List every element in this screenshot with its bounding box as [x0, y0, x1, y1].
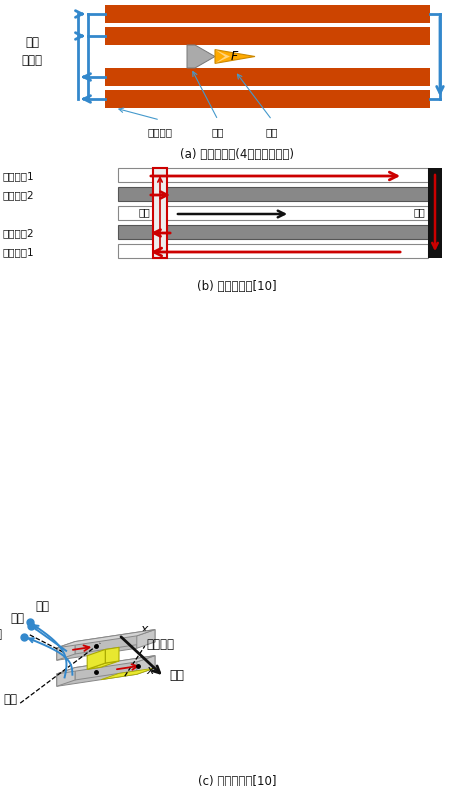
Bar: [105, 5, 430, 23]
Polygon shape: [57, 667, 75, 686]
Text: 弹丸: 弹丸: [266, 127, 278, 137]
Polygon shape: [75, 656, 155, 680]
Bar: [428, 168, 442, 258]
Polygon shape: [57, 641, 75, 660]
Text: 电枢: 电枢: [3, 693, 17, 706]
Text: $x$: $x$: [140, 623, 150, 636]
Text: 输入电流1: 输入电流1: [3, 171, 35, 181]
Text: (c) 层叠增强型[10]: (c) 层叠增强型[10]: [198, 775, 276, 786]
Text: 输出电流1: 输出电流1: [3, 247, 35, 257]
Text: (a) 平面串联型(4轨串联增强型): (a) 平面串联型(4轨串联增强型): [180, 148, 294, 161]
Text: $F$: $F$: [230, 50, 240, 63]
Polygon shape: [57, 636, 137, 660]
Polygon shape: [137, 656, 155, 674]
Bar: [105, 27, 430, 45]
Bar: [118, 187, 428, 201]
Bar: [105, 68, 430, 86]
Bar: [118, 168, 428, 182]
Polygon shape: [87, 649, 105, 670]
Polygon shape: [101, 668, 155, 680]
Polygon shape: [105, 648, 119, 663]
Text: (b) 并联增强型[10]: (b) 并联增强型[10]: [197, 280, 277, 293]
Bar: [118, 244, 428, 258]
Polygon shape: [137, 630, 155, 648]
Text: 电流: 电流: [35, 600, 49, 613]
Polygon shape: [187, 45, 215, 68]
Polygon shape: [215, 50, 255, 64]
Text: 顶部轨道: 顶部轨道: [0, 628, 3, 641]
Text: 平行轨道: 平行轨道: [147, 127, 173, 137]
Polygon shape: [215, 50, 230, 64]
Polygon shape: [75, 630, 155, 654]
Text: 输入电流2: 输入电流2: [3, 190, 35, 200]
Text: 推力: 推力: [169, 669, 184, 682]
Text: 炮尾: 炮尾: [138, 207, 150, 217]
Bar: [118, 225, 428, 239]
Text: 下部轨道: 下部轨道: [147, 637, 175, 651]
Polygon shape: [57, 656, 155, 674]
Text: 输出电流2: 输出电流2: [3, 228, 35, 238]
Text: 电流: 电流: [10, 612, 24, 625]
Text: 电枢: 电枢: [212, 127, 224, 137]
Polygon shape: [57, 662, 137, 686]
Bar: [118, 206, 428, 220]
Polygon shape: [57, 630, 155, 648]
Text: $x$: $x$: [146, 663, 155, 677]
Polygon shape: [87, 661, 119, 670]
Text: 电流
及方向: 电流 及方向: [21, 36, 43, 67]
Bar: [153, 168, 167, 258]
Text: 炮口: 炮口: [413, 207, 425, 217]
Bar: [105, 90, 430, 108]
